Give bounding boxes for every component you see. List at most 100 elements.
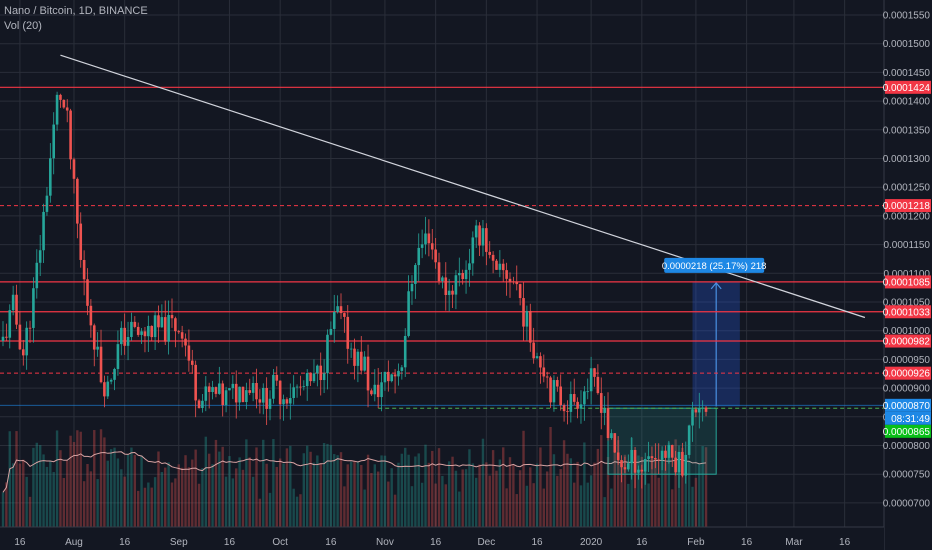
candle-body — [309, 373, 312, 382]
candle-body — [650, 456, 654, 459]
volume-bar — [343, 486, 346, 527]
candle-body — [491, 254, 495, 261]
candle-body — [123, 327, 126, 346]
volume-bar — [356, 461, 360, 527]
volume-bar — [55, 430, 59, 527]
volume-bar — [251, 476, 255, 527]
price-axis-tick: 0.0001000 — [883, 326, 931, 337]
candle-body — [623, 467, 627, 470]
candle-body — [366, 356, 370, 391]
volume-bar — [589, 475, 593, 527]
candle-body — [184, 338, 187, 346]
candle-body — [49, 158, 52, 196]
volume-bar — [62, 477, 66, 527]
level-price-tag[interactable] — [885, 334, 931, 348]
volume-bar — [106, 460, 109, 527]
volume-bar — [278, 458, 282, 527]
time-axis[interactable] — [0, 527, 884, 550]
volume-bar — [681, 447, 684, 527]
volume-bar — [370, 473, 373, 527]
candle-body — [214, 387, 218, 394]
volume-bar — [485, 462, 488, 527]
trendline[interactable] — [60, 54, 866, 319]
candle-body — [218, 383, 221, 394]
candle-body — [525, 310, 529, 327]
volume-bar — [339, 452, 343, 527]
price-axis-tick: 0.0001150 — [883, 240, 930, 251]
volume-bar — [86, 463, 89, 527]
volume-bar — [552, 454, 556, 527]
candle-body — [11, 294, 15, 311]
candle-body — [515, 281, 519, 285]
candle-body — [461, 272, 464, 280]
volume-bar — [397, 462, 400, 527]
volume-bar — [28, 496, 32, 527]
volume-bar — [475, 477, 478, 527]
candle-body — [238, 386, 241, 403]
volume-bar — [160, 472, 164, 527]
candle-body — [18, 324, 22, 350]
volume-bar — [650, 456, 654, 527]
candle-body — [596, 376, 600, 394]
volume-bar — [444, 484, 447, 527]
candle-body — [177, 331, 181, 333]
candle-body — [322, 373, 326, 381]
candle-body — [606, 408, 610, 439]
candle-body — [201, 400, 204, 408]
candle-body — [207, 386, 211, 393]
candle-body — [21, 349, 25, 356]
candle-body — [586, 391, 590, 393]
candle-body — [302, 386, 306, 387]
level-price-tag-text: 0.0001218 — [883, 201, 931, 212]
candle-body — [140, 331, 143, 335]
candle-body — [535, 356, 539, 359]
candle-body — [454, 275, 458, 295]
time-axis-tick: 2020 — [580, 537, 603, 548]
level-price-tag[interactable] — [885, 305, 931, 319]
volume-bar — [333, 454, 336, 527]
level-price-tag[interactable] — [885, 199, 931, 213]
volume-bar — [180, 467, 184, 527]
volume-bar — [72, 442, 76, 527]
price-axis-tick: 0.0001500 — [883, 39, 931, 50]
volume-bar — [667, 442, 671, 527]
volume-bar — [677, 470, 681, 527]
candle-body — [221, 383, 224, 406]
level-price-tag[interactable] — [885, 80, 931, 94]
volume-bar — [417, 453, 420, 527]
volume-bar — [262, 439, 265, 527]
price-axis-tick: 0.0001250 — [883, 183, 931, 194]
volume-bar — [535, 463, 539, 527]
candle-body — [255, 382, 258, 400]
volume-bar — [579, 485, 583, 527]
volume-bar — [8, 431, 11, 527]
volume-bar — [383, 455, 387, 527]
volume-bar — [512, 464, 515, 527]
volume-bar — [309, 451, 312, 527]
symbol-title: Nano / Bitcoin, 1D, BINANCE — [4, 5, 148, 17]
candle-body — [616, 452, 620, 461]
candle-body — [59, 94, 62, 100]
volume-bar — [184, 455, 187, 527]
candle-body — [677, 451, 681, 473]
volume-indicator-label[interactable]: Vol (20) — [4, 20, 42, 32]
candle-body — [248, 390, 252, 393]
volume-bar — [241, 469, 245, 527]
volume-bar — [420, 482, 424, 527]
level-price-tag[interactable] — [885, 366, 931, 380]
volume-bar — [349, 461, 353, 527]
volume-bar — [1, 492, 5, 527]
level-price-tag[interactable] — [885, 275, 931, 289]
volume-bar — [498, 459, 502, 527]
candle-body — [373, 384, 377, 395]
time-axis-tick: 16 — [636, 537, 648, 548]
volume-bar — [414, 456, 417, 527]
candle-body — [458, 272, 461, 276]
volume-bar — [177, 464, 180, 527]
volume-bar — [593, 462, 596, 527]
volume-bar — [221, 446, 224, 527]
last-price-tag[interactable] — [885, 398, 931, 412]
candle-body — [187, 345, 191, 361]
candle-body — [471, 237, 475, 264]
